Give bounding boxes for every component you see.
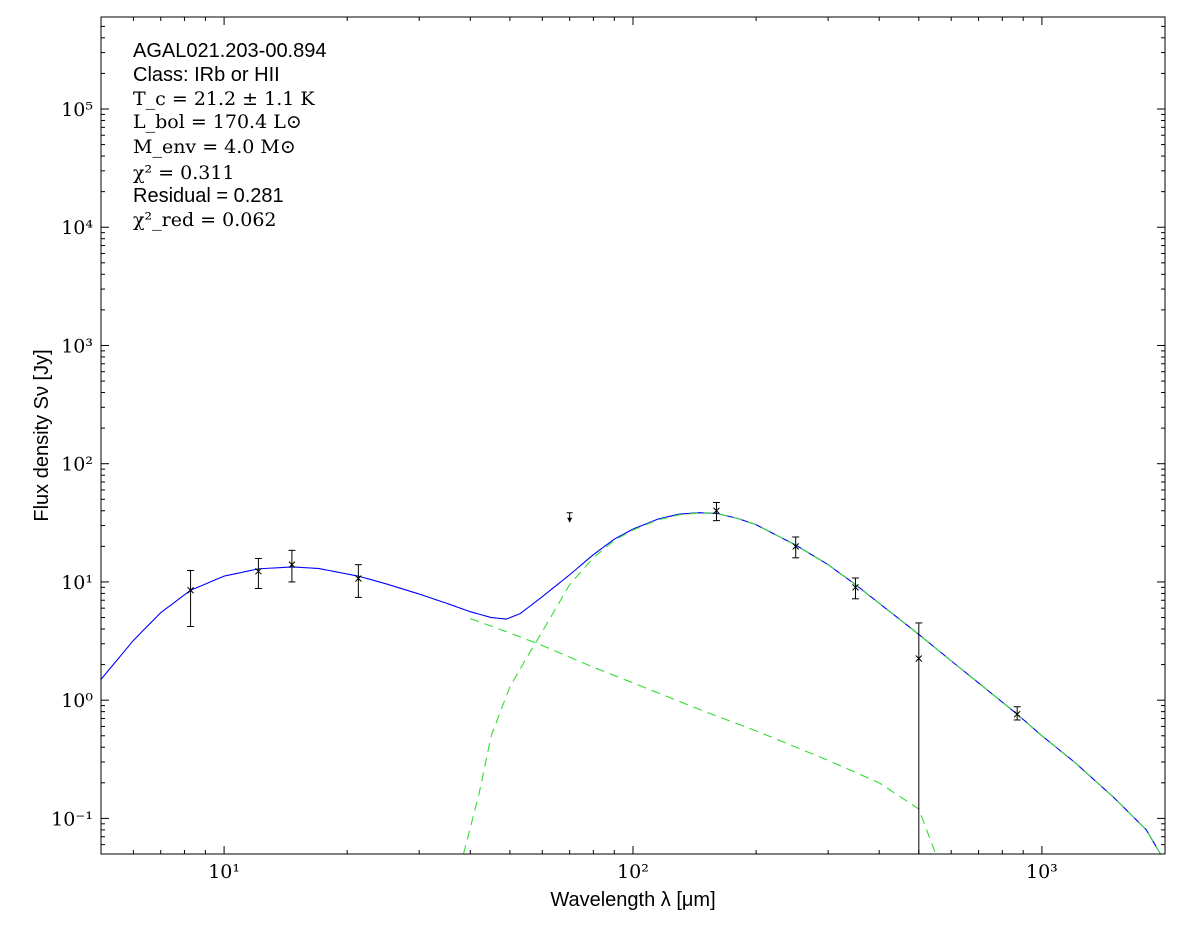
class-label: Class: IRb or HII	[133, 64, 280, 86]
y-tick-label: 10³	[61, 335, 93, 357]
y-tick-label: 10¹	[61, 572, 93, 594]
x-tick-label: 10³	[1026, 861, 1058, 883]
x-tick-label: 10²	[617, 861, 649, 883]
data-points	[187, 501, 1021, 854]
y-tick-label: 10⁴	[61, 217, 93, 239]
y-tick-label: 10⁵	[61, 99, 93, 121]
data-point	[288, 561, 296, 569]
y-tick-label: 10⁻¹	[51, 808, 93, 830]
temperature-label: T_c = 21.2 ± 1.1 K	[133, 88, 315, 110]
data-point	[792, 542, 800, 550]
data-point	[355, 575, 362, 582]
mass-label: M_env = 4.0 M⊙	[133, 136, 296, 158]
residual-label: Residual = 0.281	[133, 185, 284, 207]
x-axis-label: Wavelength λ [μm]	[550, 889, 715, 911]
luminosity-label: L_bol = 170.4 L⊙	[133, 111, 302, 133]
upper-limit-arrow	[567, 517, 573, 523]
source-name: AGAL021.203-00.894	[133, 40, 327, 62]
chi2-red-label: χ²_red = 0.062	[133, 209, 277, 231]
cold-component-line	[462, 512, 1161, 854]
fit-curves	[101, 512, 1161, 854]
y-tick-label: 10²	[61, 454, 93, 476]
plot-frame	[100, 16, 1166, 855]
x-tick-label: 10¹	[208, 861, 240, 883]
y-axis-label: Flux density Sν [Jy]	[31, 349, 53, 521]
data-point	[852, 583, 859, 591]
warm-component-line	[470, 618, 937, 854]
y-tick-label: 10⁰	[61, 690, 93, 712]
chi2-label: χ² = 0.311	[133, 162, 235, 184]
tick-labels: 10¹ 10² 10³ 10⁻¹ 10⁰ 10¹ 10² 10³ 10⁴ 10⁵	[51, 99, 1058, 883]
axis-ticks	[100, 16, 1166, 855]
data-point	[1013, 710, 1021, 718]
data-point	[255, 567, 262, 575]
data-point	[915, 655, 923, 662]
data-point	[187, 586, 194, 594]
data-point	[713, 507, 720, 515]
total-fit-line	[101, 512, 1161, 854]
